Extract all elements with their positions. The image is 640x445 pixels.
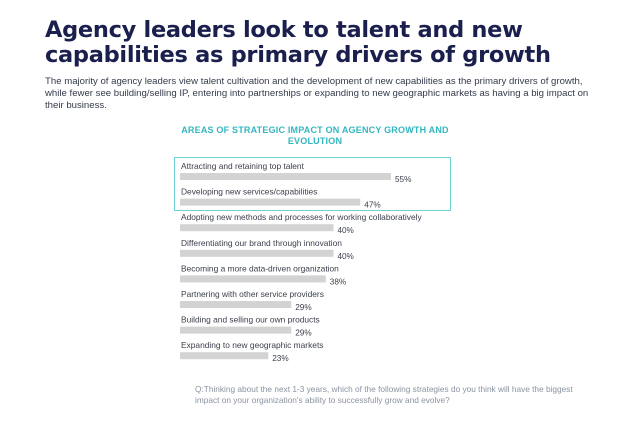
value-label: 47% bbox=[364, 201, 380, 210]
category-label: Attracting and retaining top talent bbox=[181, 161, 305, 171]
intro-paragraph: The majority of agency leaders view tale… bbox=[45, 76, 589, 111]
bar bbox=[180, 275, 326, 283]
category-label: Becoming a more data-driven organization bbox=[181, 263, 339, 273]
bar bbox=[180, 249, 334, 257]
bar bbox=[180, 224, 334, 232]
value-label: 29% bbox=[295, 303, 311, 312]
category-label: Partnering with other service providers bbox=[181, 289, 324, 299]
survey-question: Q:Thinking about the next 1-3 years, whi… bbox=[195, 384, 573, 405]
category-label: Developing new services/capabilities bbox=[181, 187, 317, 197]
category-label: Building and selling our own products bbox=[181, 315, 320, 325]
value-label: 29% bbox=[295, 329, 311, 338]
category-label: Differentiating our brand through innova… bbox=[181, 238, 342, 248]
category-label: Adopting new methods and processes for w… bbox=[181, 212, 422, 222]
bar bbox=[180, 173, 391, 180]
highlight-box bbox=[174, 157, 451, 211]
bar bbox=[180, 326, 292, 334]
value-label: 23% bbox=[272, 354, 288, 363]
value-label: 38% bbox=[330, 277, 346, 286]
chart-title: AREAS OF STRATEGIC IMPACT ON AGENCY GROW… bbox=[181, 125, 449, 146]
value-label: 40% bbox=[337, 252, 353, 261]
bar bbox=[180, 198, 361, 206]
bar bbox=[180, 352, 269, 360]
value-label: 40% bbox=[337, 226, 353, 235]
value-label: 55% bbox=[395, 175, 411, 184]
page-title: Agency leaders look to talent and new ca… bbox=[45, 17, 551, 68]
category-label: Expanding to new geographic markets bbox=[181, 340, 323, 350]
bar bbox=[180, 301, 292, 308]
